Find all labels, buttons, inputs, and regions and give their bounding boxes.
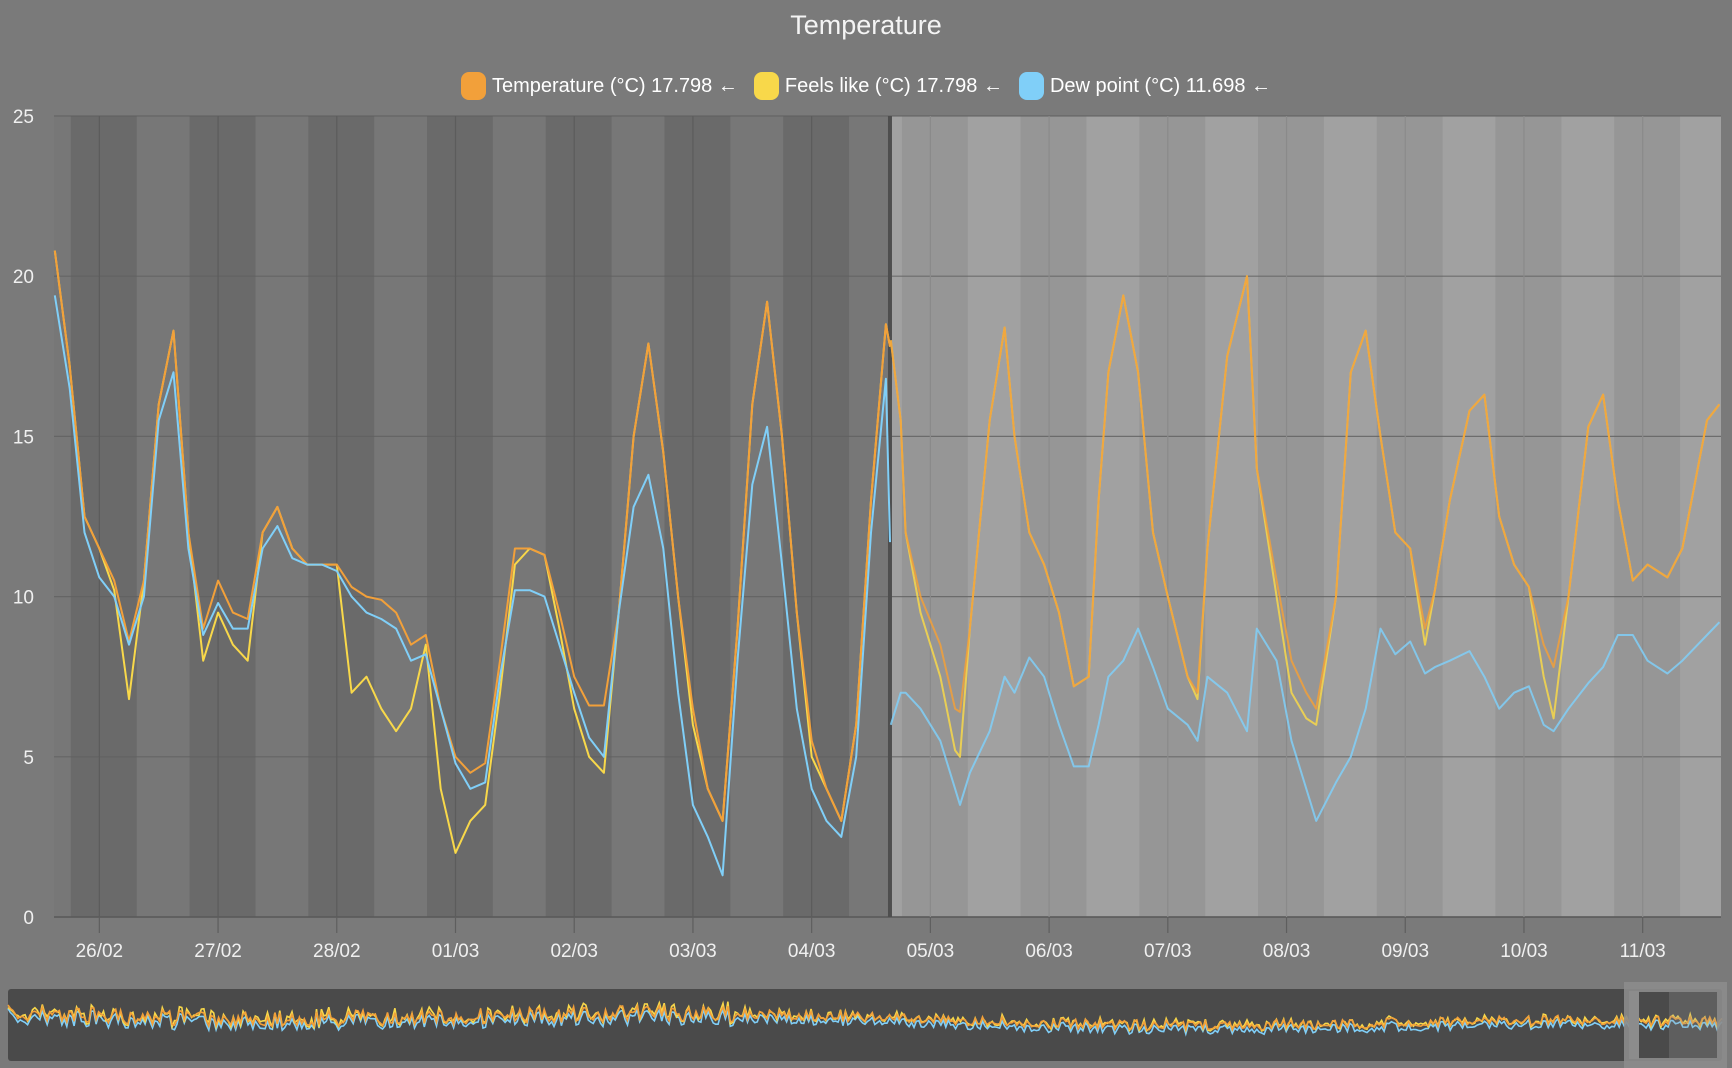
navigator-forecast-region [1669, 992, 1717, 1058]
night-band [70, 116, 137, 917]
navigator[interactable] [7, 982, 1727, 1068]
x-tick-label: 10/03 [1500, 941, 1548, 962]
y-tick-label: 5 [23, 748, 34, 769]
x-tick-label: 08/03 [1263, 941, 1311, 962]
legend-item-temperature[interactable]: Temperature (°C) 17.798 ← [460, 72, 738, 100]
dew-point-observed-line [53, 295, 891, 877]
x-tick-label: 28/02 [313, 941, 361, 962]
temperature-forecast-line [889, 275, 1721, 713]
night-band [664, 116, 731, 917]
x-tick-label: 05/03 [907, 941, 955, 962]
x-tick-label: 02/03 [550, 941, 598, 962]
night-band [427, 116, 493, 917]
night-band [1376, 116, 1443, 917]
legend-label: Temperature (°C) 17.798 ← [491, 74, 738, 97]
navigator-left-handle[interactable] [1629, 991, 1639, 1059]
temperature-navigator-line [7, 1003, 1723, 1033]
x-tick-label: 03/03 [669, 941, 717, 962]
temperature-swatch-icon [460, 72, 486, 100]
x-tick-label: 01/03 [432, 941, 480, 962]
night-band [545, 116, 612, 917]
y-tick-label: 20 [13, 267, 34, 288]
x-tick-label: 26/02 [76, 941, 124, 962]
dew-point-navigator-line [7, 1007, 1723, 1037]
night-band [1020, 116, 1087, 917]
legend: Temperature (°C) 17.798 ← Feels like (°C… [0, 72, 1732, 100]
x-tick-label: 07/03 [1144, 941, 1192, 962]
night-band [783, 116, 850, 917]
legend-item-dew-point[interactable]: Dew point (°C) 11.698 ← [1018, 72, 1272, 100]
night-band [901, 116, 968, 917]
x-tick-label: 04/03 [788, 941, 836, 962]
night-band [1258, 116, 1324, 917]
y-tick-label: 25 [13, 107, 34, 128]
x-tick-label: 09/03 [1381, 941, 1429, 962]
night-band [189, 116, 256, 917]
x-tick-label: 06/03 [1025, 941, 1073, 962]
chart-title: Temperature [790, 10, 942, 40]
night-band [1614, 116, 1681, 917]
night-band [308, 116, 375, 917]
dew-point-swatch-icon [1018, 72, 1044, 100]
legend-label: Feels like (°C) 17.798 ← [784, 74, 1003, 97]
night-band [1495, 116, 1562, 917]
x-tick-label: 27/02 [194, 941, 242, 962]
x-tick-label: 11/03 [1620, 941, 1666, 962]
y-axis: 0 5 10 15 20 25 [13, 107, 34, 929]
series-lines [53, 250, 1721, 877]
y-tick-label: 10 [13, 588, 34, 609]
feels-like-swatch-icon [753, 72, 779, 100]
temperature-observed-line [53, 250, 891, 822]
legend-item-feels-like[interactable]: Feels like (°C) 17.798 ← [753, 72, 1003, 100]
y-tick-label: 0 [23, 908, 34, 929]
day-night-bands [54, 116, 1721, 917]
x-axis: 26/02 27/02 28/02 01/03 02/03 03/03 04/03 05/03… [76, 917, 1666, 962]
legend-label: Dew point (°C) 11.698 ← [1049, 74, 1272, 97]
night-band [1139, 116, 1206, 917]
dew-point-forecast-line [889, 621, 1721, 822]
y-tick-label: 15 [13, 427, 34, 448]
